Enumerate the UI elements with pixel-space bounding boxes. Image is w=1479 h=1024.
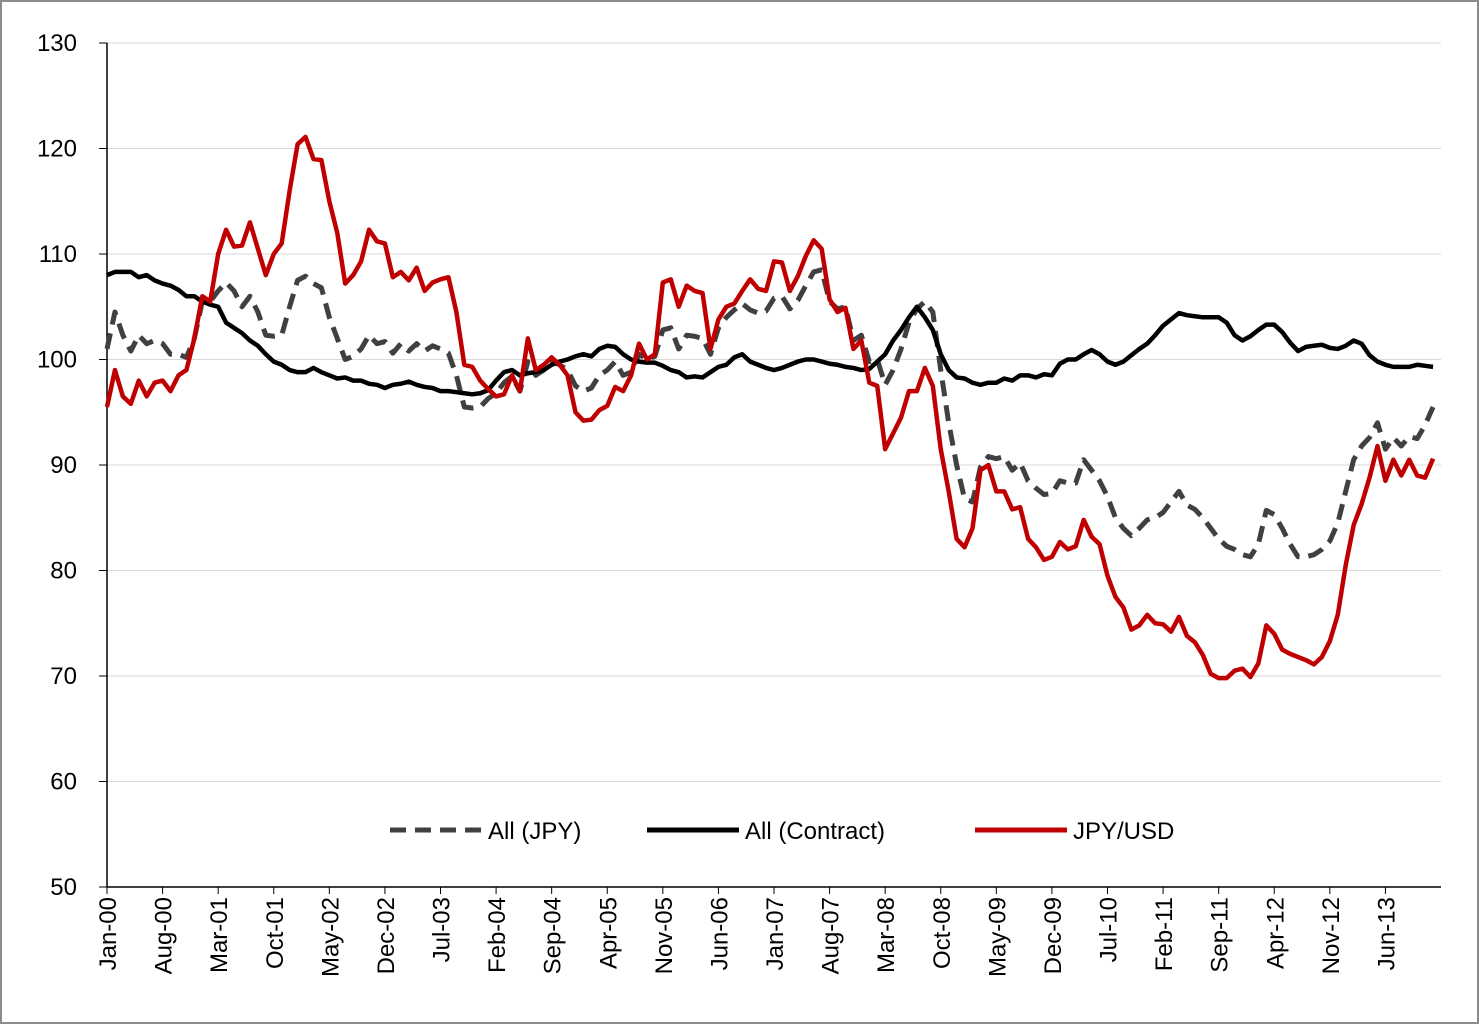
y-tick-label: 50 [50,874,77,901]
x-tick-label: Mar-08 [873,897,900,973]
x-tick-label: Sep-04 [540,897,567,974]
y-tick-label: 100 [37,347,77,374]
x-tick-label: Feb-11 [1151,897,1178,971]
x-tick-label: Oct-01 [262,897,289,969]
legend-label: All (Contract) [745,818,885,845]
x-tick-label: Apr-12 [1262,897,1289,969]
y-tick-label: 70 [50,663,77,690]
y-tick-label: 60 [50,769,77,796]
x-tick-label: Feb-04 [484,897,511,973]
x-tick-label: Apr-05 [595,897,622,969]
x-tick-label: Sep-11 [1207,897,1234,973]
x-tick-label: Jul-10 [1096,897,1123,962]
series-line [106,269,1434,397]
x-tick-label: Aug-00 [151,897,178,974]
y-tick-label: 130 [37,30,77,57]
x-tick-label: Nov-12 [1318,897,1345,974]
x-tick-label: Jun-06 [706,897,733,970]
x-tick-label: Jan-07 [762,897,789,970]
x-tick-label: May-02 [317,897,344,977]
x-tick-label: May-09 [984,897,1011,977]
x-tick-label: Dec-09 [1040,897,1067,974]
x-tick-label: Jun-13 [1373,897,1400,970]
x-tick-label: Mar-01 [206,897,233,973]
y-tick-label: 110 [39,241,77,268]
legend-label: All (JPY) [488,818,581,845]
y-tick-label: 90 [50,452,77,479]
series-line [104,134,1436,681]
series-line [104,267,1436,560]
x-tick-label: Jan-00 [95,897,122,970]
x-tick-label: Jul-03 [429,897,456,962]
legend-label: JPY/USD [1073,818,1174,845]
x-tick-label: Aug-07 [818,897,845,974]
y-tick-label: 120 [37,136,77,163]
x-tick-label: Nov-05 [651,897,678,974]
y-tick-label: 80 [50,558,77,585]
x-tick-label: Oct-08 [929,897,956,969]
x-tick-label: Dec-02 [373,897,400,974]
